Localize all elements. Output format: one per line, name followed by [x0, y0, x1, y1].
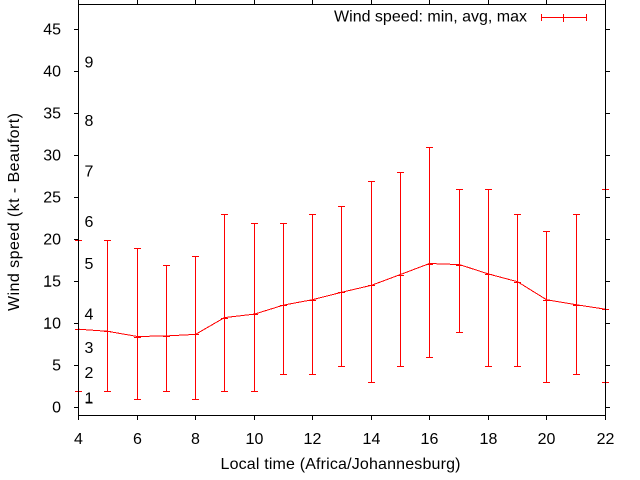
svg-text:14: 14: [363, 431, 381, 448]
svg-text:4: 4: [85, 306, 94, 323]
svg-text:5: 5: [52, 358, 61, 375]
svg-text:0: 0: [52, 400, 61, 417]
svg-text:25: 25: [43, 190, 61, 207]
svg-text:Wind speed: min, avg, max: Wind speed: min, avg, max: [334, 9, 527, 26]
svg-text:20: 20: [43, 232, 61, 249]
svg-text:3: 3: [85, 340, 94, 357]
svg-text:4: 4: [74, 431, 83, 448]
svg-text:15: 15: [43, 274, 61, 291]
svg-text:2: 2: [85, 365, 94, 382]
svg-text:40: 40: [43, 64, 61, 81]
svg-text:6: 6: [85, 214, 94, 231]
svg-text:8: 8: [85, 113, 94, 130]
svg-text:7: 7: [85, 164, 94, 181]
svg-text:6: 6: [133, 431, 142, 448]
svg-text:30: 30: [43, 148, 61, 165]
svg-text:18: 18: [480, 431, 498, 448]
svg-text:Wind speed (kt - Beaufort): Wind speed (kt - Beaufort): [6, 113, 23, 311]
svg-text:12: 12: [304, 431, 322, 448]
svg-text:20: 20: [538, 431, 556, 448]
svg-text:16: 16: [421, 431, 439, 448]
svg-text:Local time (Africa/Johannesbur: Local time (Africa/Johannesburg): [221, 456, 461, 473]
svg-text:9: 9: [85, 54, 94, 71]
svg-text:35: 35: [43, 106, 61, 123]
svg-text:10: 10: [43, 316, 61, 333]
svg-text:22: 22: [597, 431, 615, 448]
svg-text:8: 8: [191, 431, 200, 448]
svg-text:45: 45: [43, 22, 61, 39]
svg-text:1: 1: [85, 390, 94, 407]
svg-text:5: 5: [85, 256, 94, 273]
svg-text:10: 10: [246, 431, 264, 448]
